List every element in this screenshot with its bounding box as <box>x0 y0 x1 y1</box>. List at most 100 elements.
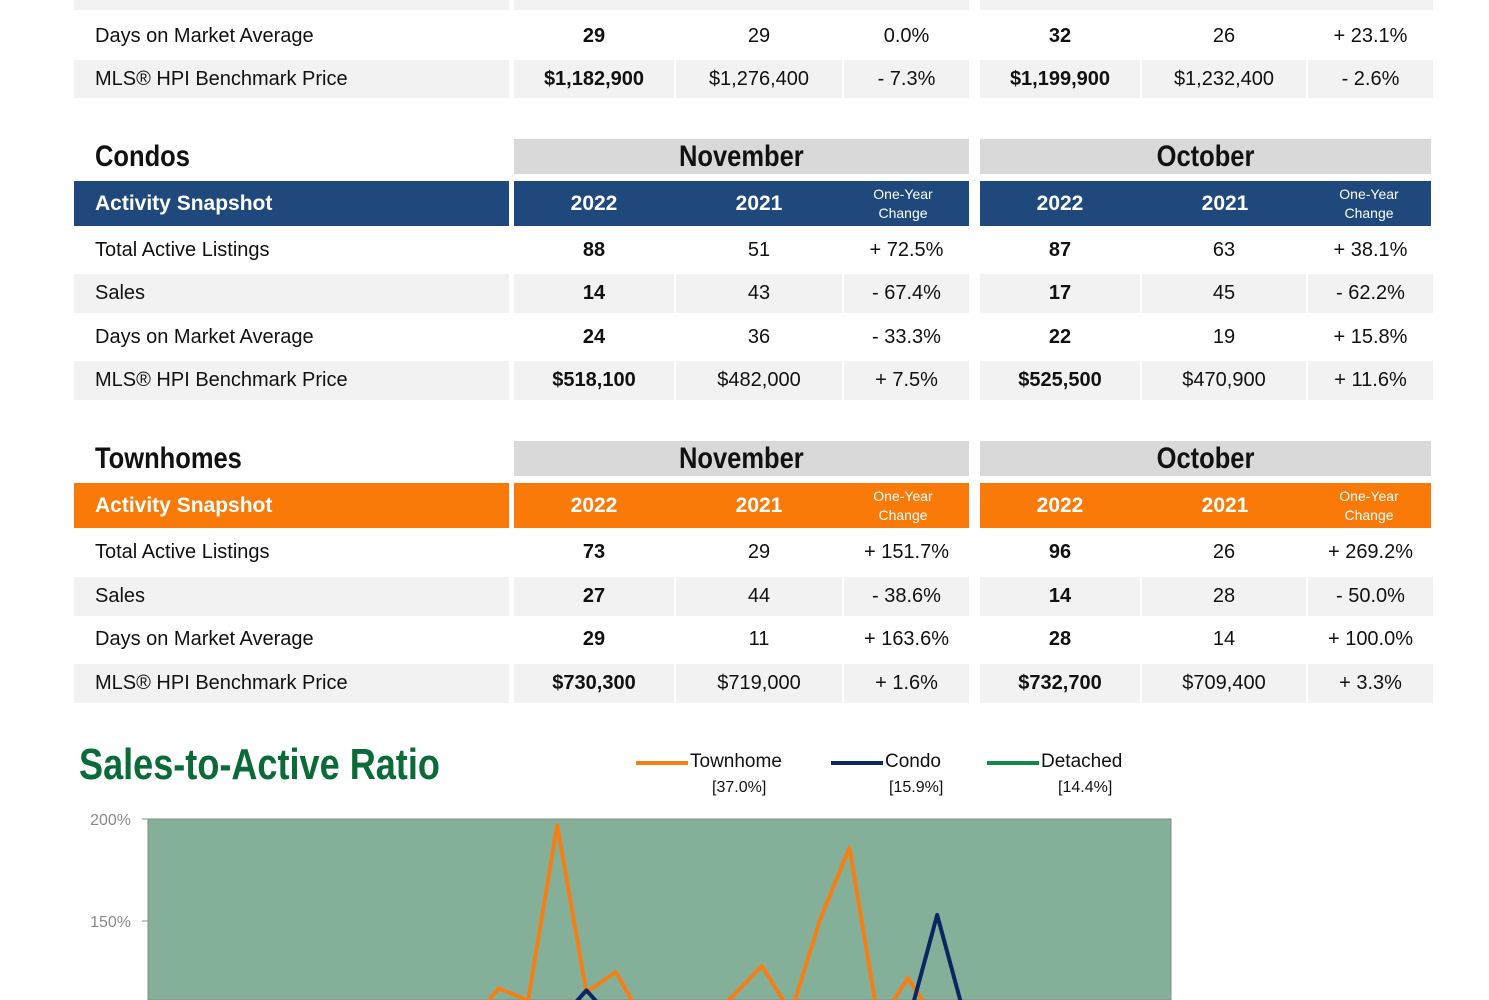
cell-oct-2021: 28 <box>1142 577 1306 616</box>
chart-title: Sales-to-Active Ratio <box>79 740 440 789</box>
cell-oct-2021: $709,400 <box>1142 664 1306 703</box>
cell-oct-2021: $1,232,400 <box>1142 60 1306 98</box>
year-current: 2022 <box>1036 191 1084 215</box>
cell-oct-2022: $1,199,900 <box>980 60 1140 98</box>
cell-nov-2021: $719,000 <box>676 664 842 703</box>
month-label: October <box>1156 139 1255 173</box>
row-label: MLS® HPI Benchmark Price <box>74 664 509 703</box>
year-previous: 2021 <box>735 493 783 517</box>
one-year-change-label: One-Year Change <box>1339 185 1399 221</box>
cell-nov-change: + 72.5% <box>869 239 944 261</box>
year-header: 2022 2021 One-Year Change <box>980 181 1431 226</box>
cell-nov-2022: $730,300 <box>514 664 674 703</box>
month-header: October <box>980 441 1431 476</box>
legend-value-townhome: [37.0%] <box>712 779 767 796</box>
cell-nov-change: + 7.5% <box>844 361 969 400</box>
month-label: November <box>679 441 804 475</box>
legend-swatch-condo <box>831 761 883 765</box>
row-label: Sales <box>74 577 509 616</box>
row-label: Total Active Listings <box>95 239 270 261</box>
partial-row <box>74 0 509 10</box>
activity-snapshot-header: Activity Snapshot <box>74 181 509 226</box>
year-current: 2022 <box>570 191 618 215</box>
cell-nov-2021: $482,000 <box>676 361 842 400</box>
cell-oct-2022: $525,500 <box>980 361 1140 400</box>
cell-oct-2021: 45 <box>1142 274 1306 313</box>
row-label: MLS® HPI Benchmark Price <box>74 361 509 400</box>
cell-oct-2021: 63 <box>1212 239 1236 261</box>
cell-oct-2021: 14 <box>1212 628 1236 650</box>
cell-oct-2021: 26 <box>1212 24 1236 47</box>
cell-nov-2022: 29 <box>582 24 606 47</box>
month-header: November <box>514 139 969 174</box>
cell-oct-change: - 62.2% <box>1308 274 1433 313</box>
legend-label-detached: Detached <box>1041 751 1123 772</box>
cell-oct-2022: 32 <box>1048 24 1072 47</box>
legend-value-condo: [15.9%] <box>889 779 944 796</box>
cell-oct-2022: $732,700 <box>980 664 1140 703</box>
cell-nov-change: - 7.3% <box>844 60 969 98</box>
legend-label-condo: Condo <box>885 751 941 772</box>
one-year-change-label: One-Year Change <box>1339 487 1399 523</box>
section-title: Townhomes <box>95 442 242 475</box>
row-label: Total Active Listings <box>95 541 270 563</box>
one-year-change-label: One-Year Change <box>873 487 933 523</box>
cell-oct-2021: 19 <box>1212 326 1236 348</box>
cell-oct-change: + 100.0% <box>1327 628 1414 650</box>
cell-nov-change: + 163.6% <box>863 628 950 650</box>
row-label: Sales <box>74 274 509 313</box>
year-previous: 2021 <box>735 191 783 215</box>
cell-nov-2022: 24 <box>582 326 606 348</box>
plot-area <box>147 818 1172 1000</box>
cell-nov-2021: 51 <box>747 239 771 261</box>
cell-oct-change: + 23.1% <box>1333 24 1408 47</box>
year-header: 2022 2021 One-Year Change <box>980 483 1431 528</box>
cell-nov-2022: 73 <box>582 541 606 563</box>
partial-row <box>980 0 1433 10</box>
month-label: October <box>1156 441 1255 475</box>
cell-nov-2022: $1,182,900 <box>514 60 674 98</box>
cell-nov-2022: $518,100 <box>514 361 674 400</box>
cell-oct-2022: 28 <box>1048 628 1072 650</box>
cell-oct-2021: $470,900 <box>1142 361 1306 400</box>
cell-nov-2022: 29 <box>582 628 606 650</box>
cell-nov-2021: 29 <box>747 24 771 47</box>
cell-oct-change: + 15.8% <box>1333 326 1408 348</box>
cell-nov-change: - 33.3% <box>872 326 941 348</box>
cell-nov-change: - 38.6% <box>844 577 969 616</box>
one-year-change-label: One-Year Change <box>873 185 933 221</box>
cell-nov-2021: $1,276,400 <box>676 60 842 98</box>
cell-oct-2022: 14 <box>980 577 1140 616</box>
legend-value-detached: [14.4%] <box>1058 779 1113 796</box>
cell-nov-2021: 44 <box>676 577 842 616</box>
row-label: Days on Market Average <box>95 628 314 650</box>
series-line-condo <box>575 912 963 1000</box>
month-header: November <box>514 441 969 476</box>
year-current: 2022 <box>570 493 618 517</box>
cell-nov-2021: 29 <box>747 541 771 563</box>
cell-oct-2022: 96 <box>1048 541 1072 563</box>
year-header: 2022 2021 One-Year Change <box>514 483 969 528</box>
legend-label-townhome: Townhome <box>690 751 782 772</box>
legend-swatch-detached <box>987 761 1039 765</box>
cell-nov-2022: 14 <box>514 274 674 313</box>
cell-oct-change: + 11.6% <box>1308 361 1433 400</box>
cell-oct-2022: 17 <box>980 274 1140 313</box>
y-tick-label: 150% <box>90 914 131 931</box>
row-label: Days on Market Average <box>95 24 314 47</box>
cell-oct-change: + 38.1% <box>1333 239 1408 261</box>
cell-oct-change: + 3.3% <box>1308 664 1433 703</box>
cell-oct-2022: 87 <box>1048 239 1072 261</box>
year-previous: 2021 <box>1201 191 1249 215</box>
cell-nov-change: + 151.7% <box>863 541 950 563</box>
cell-nov-2021: 11 <box>748 628 770 650</box>
cell-nov-change: + 1.6% <box>844 664 969 703</box>
activity-snapshot-header: Activity Snapshot <box>74 483 509 528</box>
cell-oct-2021: 26 <box>1212 541 1236 563</box>
series-line-townhome <box>486 823 925 1000</box>
cell-nov-change: 0.0% <box>883 24 930 47</box>
cell-nov-change: - 67.4% <box>844 274 969 313</box>
cell-nov-2021: 36 <box>747 326 771 348</box>
legend-swatch-townhome <box>636 761 688 765</box>
